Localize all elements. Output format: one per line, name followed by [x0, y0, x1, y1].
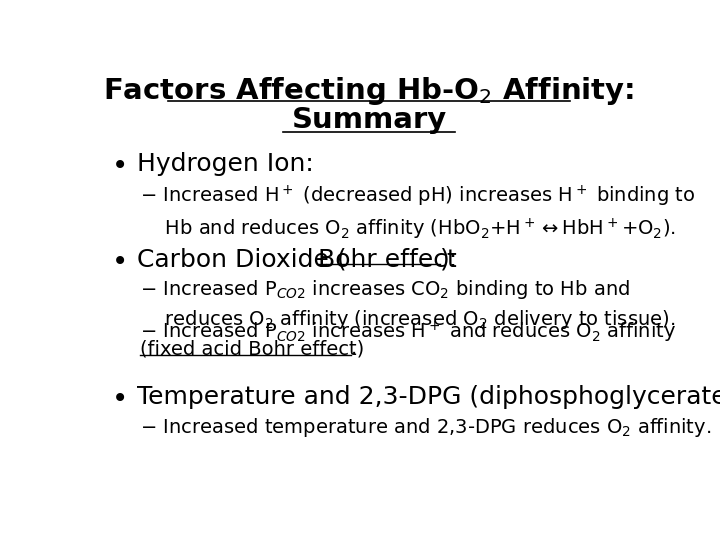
Text: ):: ):	[440, 248, 458, 272]
Text: Carbon Dioxide (: Carbon Dioxide (	[138, 248, 347, 272]
Text: .: .	[351, 339, 357, 358]
Text: •: •	[112, 248, 129, 276]
Text: Hydrogen Ion:: Hydrogen Ion:	[138, 152, 314, 176]
Text: $-$ Increased temperature and 2,3-DPG reduces O$_2$ affinity.: $-$ Increased temperature and 2,3-DPG re…	[140, 416, 711, 439]
Text: Summary: Summary	[292, 106, 446, 134]
Text: $-$ Increased P$_{CO2}$ increases CO$_2$ binding to Hb and
    reduces O$_2$ aff: $-$ Increased P$_{CO2}$ increases CO$_2$…	[140, 278, 675, 332]
Text: Temperature and 2,3-DPG (diphosphoglycerate):: Temperature and 2,3-DPG (diphosphoglycer…	[138, 385, 720, 409]
Text: $-$ Increased H$^+$ (decreased pH) increases H$^+$ binding to
    Hb and reduces: $-$ Increased H$^+$ (decreased pH) incre…	[140, 183, 696, 242]
Text: Factors Affecting Hb-O$_2$ Affinity:: Factors Affecting Hb-O$_2$ Affinity:	[104, 75, 634, 107]
Text: (fixed acid Bohr effect): (fixed acid Bohr effect)	[140, 339, 364, 358]
Text: Bohr effect: Bohr effect	[318, 248, 456, 272]
Text: $-$ Increased P$_{CO2}$ increases H$^+$ and reduces O$_2$ affinity: $-$ Increased P$_{CO2}$ increases H$^+$ …	[140, 319, 676, 345]
Text: •: •	[112, 385, 129, 413]
Text: •: •	[112, 152, 129, 180]
